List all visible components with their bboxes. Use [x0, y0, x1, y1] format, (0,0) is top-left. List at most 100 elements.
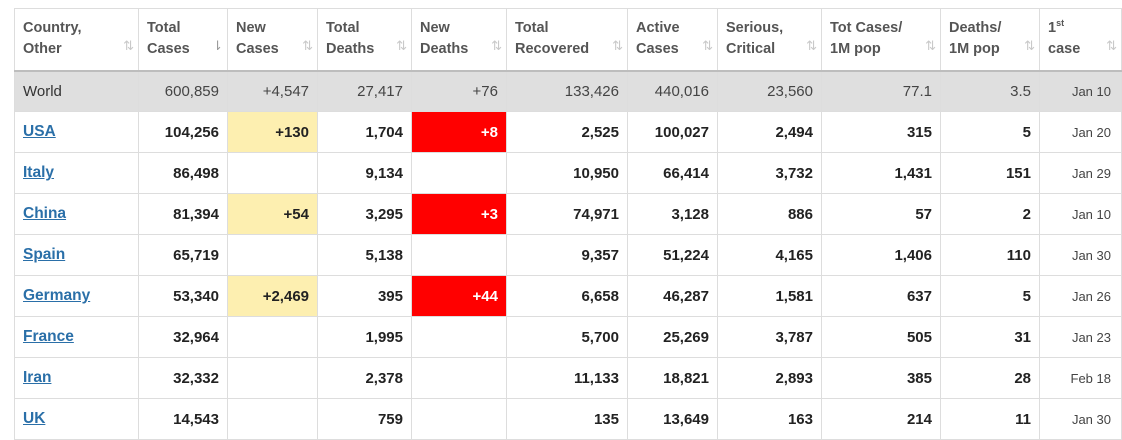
deaths-per-1m-cell: 3.5	[940, 69, 1040, 112]
total-deaths-cell: 2,378	[317, 357, 412, 399]
total-deaths-cell: 3,295	[317, 193, 412, 235]
sort-arrows-icon[interactable]: ⇅	[1024, 37, 1035, 53]
country-link[interactable]: Germany	[23, 287, 91, 304]
world-row: World 600,859 +4,547 27,417 +76 133,426 440,01…	[14, 69, 1122, 112]
table-row: UK 14,543 759 135 13,649 163 214 11 Jan 30	[14, 398, 1122, 440]
total-recovered-cell: 74,971	[506, 193, 628, 235]
new-deaths-cell: +3	[411, 193, 507, 235]
total-deaths-cell: 5,138	[317, 234, 412, 276]
country-cell[interactable]: UK	[14, 398, 139, 440]
country-link[interactable]: UK	[23, 410, 46, 427]
header-cases-per-1m[interactable]: Tot Cases/1M pop ⇅	[821, 8, 941, 71]
active-cases-cell: 51,224	[627, 234, 718, 276]
new-deaths-cell	[411, 316, 507, 358]
header-total-recovered[interactable]: Total Recovered ⇅	[506, 8, 628, 71]
first-case-cell: Jan 30	[1039, 234, 1122, 276]
new-deaths-cell	[411, 234, 507, 276]
active-cases-cell: 3,128	[627, 193, 718, 235]
country-cell[interactable]: Italy	[14, 152, 139, 194]
total-cases-cell: 53,340	[138, 275, 228, 317]
header-new-cases[interactable]: New Cases ⇅	[227, 8, 318, 71]
total-recovered-cell: 5,700	[506, 316, 628, 358]
sort-arrows-icon[interactable]: ⇅	[1106, 37, 1117, 53]
active-cases-cell: 66,414	[627, 152, 718, 194]
sort-arrows-icon[interactable]: ⇅	[302, 37, 313, 53]
first-case-cell: Jan 30	[1039, 398, 1122, 440]
serious-critical-cell: 1,581	[717, 275, 822, 317]
total-cases-cell: 65,719	[138, 234, 228, 276]
serious-critical-cell: 3,732	[717, 152, 822, 194]
country-cell[interactable]: Iran	[14, 357, 139, 399]
table-row: Germany 53,340 +2,469 395 +44 6,658 46,287 1,58…	[14, 275, 1122, 317]
country-link[interactable]: China	[23, 205, 67, 222]
sort-arrows-icon[interactable]: ⇅	[612, 37, 623, 53]
new-deaths-cell: +8	[411, 111, 507, 153]
total-recovered-cell: 135	[506, 398, 628, 440]
cases-per-1m-cell: 315	[821, 111, 941, 153]
new-cases-cell: +54	[227, 193, 318, 235]
active-cases-cell: 13,649	[627, 398, 718, 440]
header-first-case[interactable]: 1st case ⇅	[1039, 8, 1122, 71]
country-cell[interactable]: Spain	[14, 234, 139, 276]
header-country[interactable]: Country, Other ⇅	[14, 8, 139, 71]
first-case-cell: Jan 10	[1039, 69, 1122, 112]
sort-arrows-icon[interactable]: ⇅	[123, 37, 134, 53]
covid-stats-table: Country, Other ⇅ Total Cases ⇂ New Cases ⇅ Tot…	[14, 8, 1122, 440]
table-container: Country, Other ⇅ Total Cases ⇂ New Cases ⇅ Tot…	[14, 8, 1122, 440]
header-deaths-per-1m[interactable]: Deaths/1M pop ⇅	[940, 8, 1040, 71]
country-link[interactable]: Italy	[23, 164, 55, 181]
serious-critical-cell: 163	[717, 398, 822, 440]
serious-critical-cell: 886	[717, 193, 822, 235]
deaths-per-1m-cell: 5	[940, 111, 1040, 153]
total-deaths-cell: 27,417	[317, 69, 412, 112]
country-cell[interactable]: Germany	[14, 275, 139, 317]
total-cases-cell: 81,394	[138, 193, 228, 235]
deaths-per-1m-cell: 151	[940, 152, 1040, 194]
header-total-cases[interactable]: Total Cases ⇂	[138, 8, 228, 71]
country-link[interactable]: France	[23, 328, 74, 345]
deaths-per-1m-cell: 28	[940, 357, 1040, 399]
total-cases-cell: 86,498	[138, 152, 228, 194]
header-new-deaths[interactable]: New Deaths ⇅	[411, 8, 507, 71]
header-total-deaths[interactable]: Total Deaths ⇅	[317, 8, 412, 71]
first-case-cell: Jan 10	[1039, 193, 1122, 235]
deaths-per-1m-cell: 31	[940, 316, 1040, 358]
total-deaths-cell: 759	[317, 398, 412, 440]
country-link[interactable]: Iran	[23, 369, 52, 386]
active-cases-cell: 46,287	[627, 275, 718, 317]
sort-arrows-icon[interactable]: ⇅	[396, 37, 407, 53]
sort-arrows-icon[interactable]: ⇅	[702, 37, 713, 53]
header-row: Country, Other ⇅ Total Cases ⇂ New Cases ⇅ Tot…	[14, 8, 1122, 71]
country-cell[interactable]: France	[14, 316, 139, 358]
new-cases-cell	[227, 234, 318, 276]
header-serious-critical[interactable]: Serious, Critical ⇅	[717, 8, 822, 71]
active-cases-cell: 25,269	[627, 316, 718, 358]
table-row: USA 104,256 +130 1,704 +8 2,525 100,027 2,494 31…	[14, 111, 1122, 153]
country-link[interactable]: Spain	[23, 246, 66, 263]
new-cases-cell	[227, 316, 318, 358]
cases-per-1m-cell: 1,431	[821, 152, 941, 194]
cases-per-1m-cell: 1,406	[821, 234, 941, 276]
first-case-cell: Jan 29	[1039, 152, 1122, 194]
sort-descending-icon[interactable]: ⇂	[212, 37, 223, 53]
header-active-cases[interactable]: Active Cases ⇅	[627, 8, 718, 71]
cases-per-1m-cell: 77.1	[821, 69, 941, 112]
country-link[interactable]: USA	[23, 123, 56, 140]
table-row: Italy 86,498 9,134 10,950 66,414 3,732 1,431 15…	[14, 152, 1122, 194]
serious-critical-cell: 4,165	[717, 234, 822, 276]
first-case-cell: Jan 20	[1039, 111, 1122, 153]
sort-arrows-icon[interactable]: ⇅	[925, 37, 936, 53]
table-row: France 32,964 1,995 5,700 25,269 3,787 505 31 Ja…	[14, 316, 1122, 358]
new-cases-cell: +4,547	[227, 69, 318, 112]
serious-critical-cell: 2,893	[717, 357, 822, 399]
sort-arrows-icon[interactable]: ⇅	[806, 37, 817, 53]
sort-arrows-icon[interactable]: ⇅	[491, 37, 502, 53]
serious-critical-cell: 3,787	[717, 316, 822, 358]
total-deaths-cell: 1,704	[317, 111, 412, 153]
country-cell[interactable]: China	[14, 193, 139, 235]
country-cell[interactable]: USA	[14, 111, 139, 153]
new-deaths-cell	[411, 357, 507, 399]
table-row: Iran 32,332 2,378 11,133 18,821 2,893 385 28 Feb…	[14, 357, 1122, 399]
total-cases-cell: 14,543	[138, 398, 228, 440]
deaths-per-1m-cell: 11	[940, 398, 1040, 440]
